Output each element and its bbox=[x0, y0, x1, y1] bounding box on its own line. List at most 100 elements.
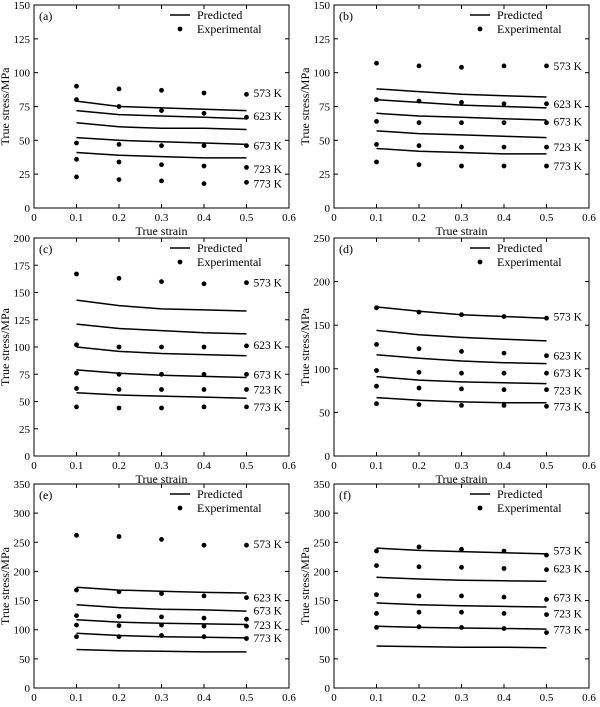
experimental-point bbox=[244, 143, 249, 149]
temperature-label: 623 K bbox=[254, 111, 283, 123]
temperature-label: 773 K bbox=[554, 161, 583, 173]
panel-label: (c) bbox=[39, 242, 52, 256]
x-tick-label: 0.2 bbox=[112, 460, 126, 472]
x-tick-label: 0.1 bbox=[70, 460, 84, 472]
experimental-point bbox=[244, 623, 249, 629]
legend-predicted-label: Predicted bbox=[497, 241, 542, 255]
x-axis-label: True strain bbox=[136, 472, 188, 486]
experimental-point bbox=[459, 370, 464, 376]
experimental-point bbox=[544, 567, 549, 573]
y-tick-label: 25 bbox=[319, 169, 331, 181]
experimental-point bbox=[416, 544, 422, 550]
panel-4: 0 0.1 0.2 0.3 0.4 0.5 0.6 0 50 100 150 200 250 True s… bbox=[298, 233, 596, 486]
y-tick-label: 50 bbox=[19, 654, 31, 666]
experimental-point bbox=[501, 566, 507, 571]
x-tick-label: 0.1 bbox=[70, 692, 84, 704]
y-axis-label: True stress/MPa bbox=[298, 546, 312, 625]
experimental-point bbox=[244, 114, 249, 120]
experimental-point bbox=[459, 120, 464, 126]
experimental-point bbox=[74, 174, 79, 180]
predicted-line bbox=[376, 396, 547, 404]
experimental-point bbox=[374, 563, 379, 568]
predicted-line bbox=[76, 392, 247, 399]
y-axis-label: True stress/MPa bbox=[0, 307, 12, 386]
experimental-point bbox=[201, 163, 207, 169]
x-tick-label: 0.5 bbox=[540, 692, 554, 704]
experimental-point bbox=[159, 143, 164, 149]
panel-5: 0 0.1 0.2 0.3 0.4 0.5 0.6 0 50 100 150 200 250 300 350… bbox=[0, 479, 296, 707]
experimental-point bbox=[74, 271, 79, 277]
experimental-point bbox=[244, 616, 249, 622]
experimental-point bbox=[201, 404, 207, 410]
x-tick-label: 0.4 bbox=[197, 460, 211, 472]
x-tick-label: 0.4 bbox=[497, 460, 511, 472]
experimental-point bbox=[501, 594, 507, 600]
experimental-point bbox=[116, 104, 122, 109]
panel-3: 0 0.1 0.2 0.3 0.4 0.5 0.6 0 25 50 75 100 125 150 175 20… bbox=[0, 233, 296, 486]
legend-dot-swatch bbox=[477, 26, 483, 32]
experimental-point bbox=[159, 344, 164, 350]
predicted-line bbox=[76, 346, 247, 357]
x-tick-label: 0.5 bbox=[540, 460, 554, 472]
experimental-point bbox=[116, 86, 122, 92]
y-tick-label: 25 bbox=[19, 169, 31, 181]
x-tick-label: 0.1 bbox=[70, 212, 84, 224]
experimental-point bbox=[244, 595, 249, 601]
temperature-label: 623 K bbox=[554, 351, 583, 363]
x-tick-label: 0 bbox=[331, 692, 337, 704]
experimental-point bbox=[501, 163, 507, 169]
legend-dot-swatch bbox=[177, 259, 183, 265]
legend-predicted-label: Predicted bbox=[497, 487, 542, 501]
legend-experimental-label: Experimental bbox=[197, 22, 262, 36]
experimental-point bbox=[159, 614, 164, 620]
legend-dot-swatch bbox=[477, 505, 483, 511]
temperature-label: 773 K bbox=[554, 625, 583, 637]
experimental-point bbox=[374, 611, 379, 616]
experimental-point bbox=[374, 159, 379, 165]
predicted-line bbox=[76, 648, 247, 653]
experimental-point bbox=[201, 143, 207, 149]
temperature-label: 723 K bbox=[254, 385, 283, 397]
experimental-point bbox=[374, 625, 379, 630]
y-tick-label: 100 bbox=[314, 364, 331, 376]
y-tick-label: 50 bbox=[319, 407, 331, 419]
y-tick-label: 50 bbox=[19, 397, 31, 409]
predicted-line bbox=[376, 98, 547, 109]
experimental-point bbox=[201, 281, 207, 287]
y-tick-label: 125 bbox=[14, 34, 31, 46]
experimental-point bbox=[116, 387, 122, 392]
predicted-line bbox=[76, 323, 247, 335]
experimental-point bbox=[201, 344, 207, 350]
experimental-point bbox=[416, 624, 422, 630]
experimental-point bbox=[459, 546, 464, 552]
temperature-label: 723 K bbox=[254, 164, 283, 176]
experimental-point bbox=[374, 342, 379, 347]
experimental-point bbox=[416, 564, 422, 570]
experimental-point bbox=[201, 90, 207, 96]
experimental-point bbox=[544, 552, 549, 558]
experimental-point bbox=[544, 120, 549, 126]
panel-label: (b) bbox=[339, 9, 353, 23]
experimental-point bbox=[501, 144, 507, 150]
experimental-point bbox=[459, 403, 464, 408]
experimental-point bbox=[74, 634, 79, 640]
x-axis-label: True strain bbox=[436, 472, 488, 486]
temperature-label: 773 K bbox=[254, 402, 283, 414]
y-tick-label: 200 bbox=[314, 277, 331, 289]
experimental-point bbox=[244, 179, 249, 185]
experimental-point bbox=[416, 369, 422, 375]
experimental-point bbox=[201, 110, 207, 116]
experimental-point bbox=[501, 63, 507, 69]
experimental-point bbox=[116, 623, 122, 628]
x-tick-label: 0.2 bbox=[412, 212, 426, 224]
y-tick-label: 75 bbox=[19, 102, 31, 114]
y-tick-label: 200 bbox=[314, 566, 331, 578]
y-axis-label: True stress/MPa bbox=[0, 546, 12, 625]
y-tick-label: 150 bbox=[314, 596, 331, 608]
experimental-point bbox=[544, 630, 549, 635]
experimental-point bbox=[459, 593, 464, 599]
predicted-line bbox=[76, 299, 247, 312]
temperature-label: 623 K bbox=[254, 593, 283, 605]
x-axis-label: True strain bbox=[436, 704, 488, 707]
experimental-point bbox=[244, 636, 249, 641]
